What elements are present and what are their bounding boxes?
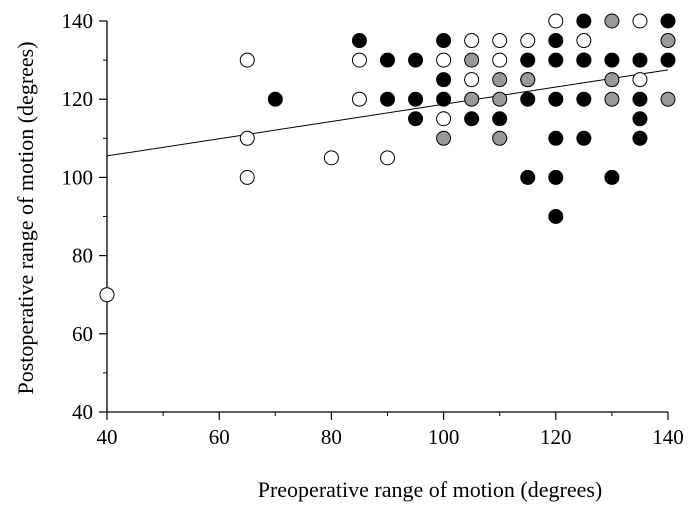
- y-tick-label: 140: [62, 9, 94, 33]
- open-circle-point: [576, 33, 592, 49]
- open-circle-point: [492, 33, 508, 49]
- open-circle-point: [239, 130, 255, 146]
- open-circle-point: [323, 150, 339, 166]
- gray-circle-point: [492, 72, 508, 88]
- y-tick-label: 60: [72, 322, 93, 346]
- gray-circle-point: [492, 130, 508, 146]
- open-circle-point: [492, 52, 508, 68]
- x-tick-label: 140: [652, 425, 684, 449]
- open-circle-point: [464, 33, 480, 49]
- gray-circle-point: [436, 130, 452, 146]
- gray-circle-point: [464, 52, 480, 68]
- gray-circle-point: [520, 72, 536, 88]
- filled-circle-point: [576, 130, 592, 146]
- open-circle-point: [351, 91, 367, 107]
- open-circle-point: [520, 33, 536, 49]
- ticks: [99, 20, 669, 420]
- x-tick-label: 80: [321, 425, 342, 449]
- gray-circle-point: [660, 91, 676, 107]
- y-tick-label: 80: [72, 244, 93, 268]
- filled-circle-point: [548, 130, 564, 146]
- x-tick-label: 60: [209, 425, 230, 449]
- gray-circle-point: [604, 72, 620, 88]
- filled-circle-point: [548, 52, 564, 68]
- filled-circle-point: [632, 52, 648, 68]
- open-circle-point: [548, 13, 564, 29]
- filled-circle-point: [548, 33, 564, 49]
- filled-circle-point: [408, 111, 424, 127]
- filled-circle-point: [548, 91, 564, 107]
- filled-circle-point: [632, 111, 648, 127]
- filled-circle-point: [548, 169, 564, 185]
- filled-circle-point: [520, 91, 536, 107]
- filled-circle-point: [380, 91, 395, 107]
- x-axis-title: Preoperative range of motion (degrees): [258, 477, 603, 502]
- filled-circle-point: [436, 91, 452, 107]
- filled-circle-point: [632, 130, 648, 146]
- filled-circle-point: [632, 91, 648, 107]
- open-circle-point: [239, 169, 255, 185]
- filled-circle-point: [464, 111, 480, 127]
- open-circle-point: [632, 72, 648, 88]
- gray-circle-point: [660, 33, 676, 49]
- y-tick-label: 100: [62, 165, 94, 189]
- filled-circle-point: [408, 91, 424, 107]
- filled-circle-point: [436, 72, 452, 88]
- open-circle-point: [239, 52, 255, 68]
- open-circle-point: [99, 287, 115, 303]
- filled-circle-point: [576, 91, 592, 107]
- x-tick-label: 100: [428, 425, 460, 449]
- filled-circle-point: [351, 33, 367, 49]
- filled-circle-point: [380, 52, 395, 68]
- open-circle-point: [464, 72, 480, 88]
- filled-circle-point: [604, 52, 620, 68]
- open-circle-point: [632, 13, 648, 29]
- open-circle-point: [351, 52, 367, 68]
- filled-circle-point: [548, 209, 564, 224]
- gray-circle-point: [604, 91, 620, 107]
- filled-circle-point: [520, 169, 536, 185]
- gray-circle-point: [492, 91, 508, 107]
- open-circle-point: [380, 150, 395, 166]
- filled-circle-point: [520, 52, 536, 68]
- x-tick-label: 40: [97, 425, 118, 449]
- y-axis-title: Postoperative range of motion (degrees): [13, 41, 38, 394]
- filled-circle-point: [660, 13, 676, 29]
- y-tick-label: 40: [72, 400, 93, 424]
- open-circle-point: [436, 52, 452, 68]
- axes: [106, 21, 668, 413]
- filled-circle-point: [576, 13, 592, 29]
- filled-circle-point: [408, 52, 424, 68]
- trend-line: [106, 69, 669, 157]
- open-circle-point: [436, 111, 452, 127]
- filled-circle-point: [604, 169, 620, 185]
- filled-circle-point: [660, 52, 676, 68]
- filled-circle-point: [492, 111, 508, 127]
- gray-circle-point: [604, 13, 620, 29]
- data-points: [99, 13, 676, 303]
- filled-circle-point: [267, 91, 283, 107]
- y-tick-label: 120: [62, 87, 94, 111]
- tick-labels: 40 60 80 100 120 140 40 60 80 100 120 140: [62, 9, 684, 449]
- gray-circle-point: [464, 91, 480, 107]
- x-tick-label: 120: [540, 425, 572, 449]
- filled-circle-point: [576, 52, 592, 68]
- filled-circle-point: [436, 33, 452, 49]
